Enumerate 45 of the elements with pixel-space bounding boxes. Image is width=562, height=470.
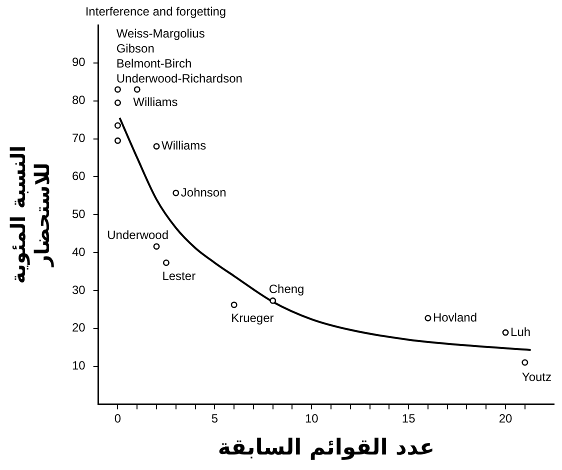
y-tick-label: 60 xyxy=(72,168,86,183)
y-tick-label: 90 xyxy=(72,55,86,70)
point xyxy=(153,143,160,150)
annotation: Belmont-Birch xyxy=(116,56,192,70)
x-tick-label: 20 xyxy=(498,412,513,426)
point xyxy=(134,86,140,93)
point xyxy=(424,314,432,322)
annotation: Johnson xyxy=(180,185,226,200)
y-tick-label: 20 xyxy=(72,320,86,335)
point xyxy=(502,329,509,336)
y-tick-label: 70 xyxy=(72,131,86,146)
y-tick-label: 40 xyxy=(72,244,86,259)
annotation: Youtz xyxy=(522,370,552,384)
annotation: Gibson xyxy=(116,41,154,56)
point xyxy=(162,260,170,266)
point xyxy=(522,359,528,366)
x-axis-title: عدد القوائم السابقة xyxy=(218,436,435,461)
point xyxy=(114,137,121,144)
y-tick-label: 80 xyxy=(72,93,86,108)
annotation: Underwood xyxy=(107,228,169,242)
annotation: Weiss-Margolius xyxy=(116,26,205,40)
x-tick-label: 5 xyxy=(211,412,218,426)
point xyxy=(114,86,121,93)
point xyxy=(230,302,238,308)
annotation: Luh xyxy=(510,324,531,339)
annotation: Cheng xyxy=(268,282,304,296)
y-tick-label: 30 xyxy=(72,282,86,297)
y-tick-label: 10 xyxy=(72,358,86,373)
x-tick-label: 15 xyxy=(402,412,416,426)
point xyxy=(114,99,121,106)
x-tick-label: 10 xyxy=(304,412,319,426)
annotation: Hovland xyxy=(432,310,477,324)
annotation: Lester xyxy=(162,269,196,284)
x-tick-label: 0 xyxy=(114,412,122,426)
point xyxy=(114,122,121,129)
y-axis-title: النسبة المئوية للاستحضار xyxy=(6,145,54,284)
annotation: Krueger xyxy=(231,311,274,326)
y-tick-label: 50 xyxy=(72,206,86,221)
annotation: Williams xyxy=(133,94,178,109)
chart-title: Interference and forgetting xyxy=(85,4,226,18)
annotation: Underwood-Richardson xyxy=(116,71,242,86)
point xyxy=(153,243,160,250)
annotation: Williams xyxy=(162,138,206,153)
point xyxy=(270,297,276,304)
point xyxy=(172,190,180,196)
